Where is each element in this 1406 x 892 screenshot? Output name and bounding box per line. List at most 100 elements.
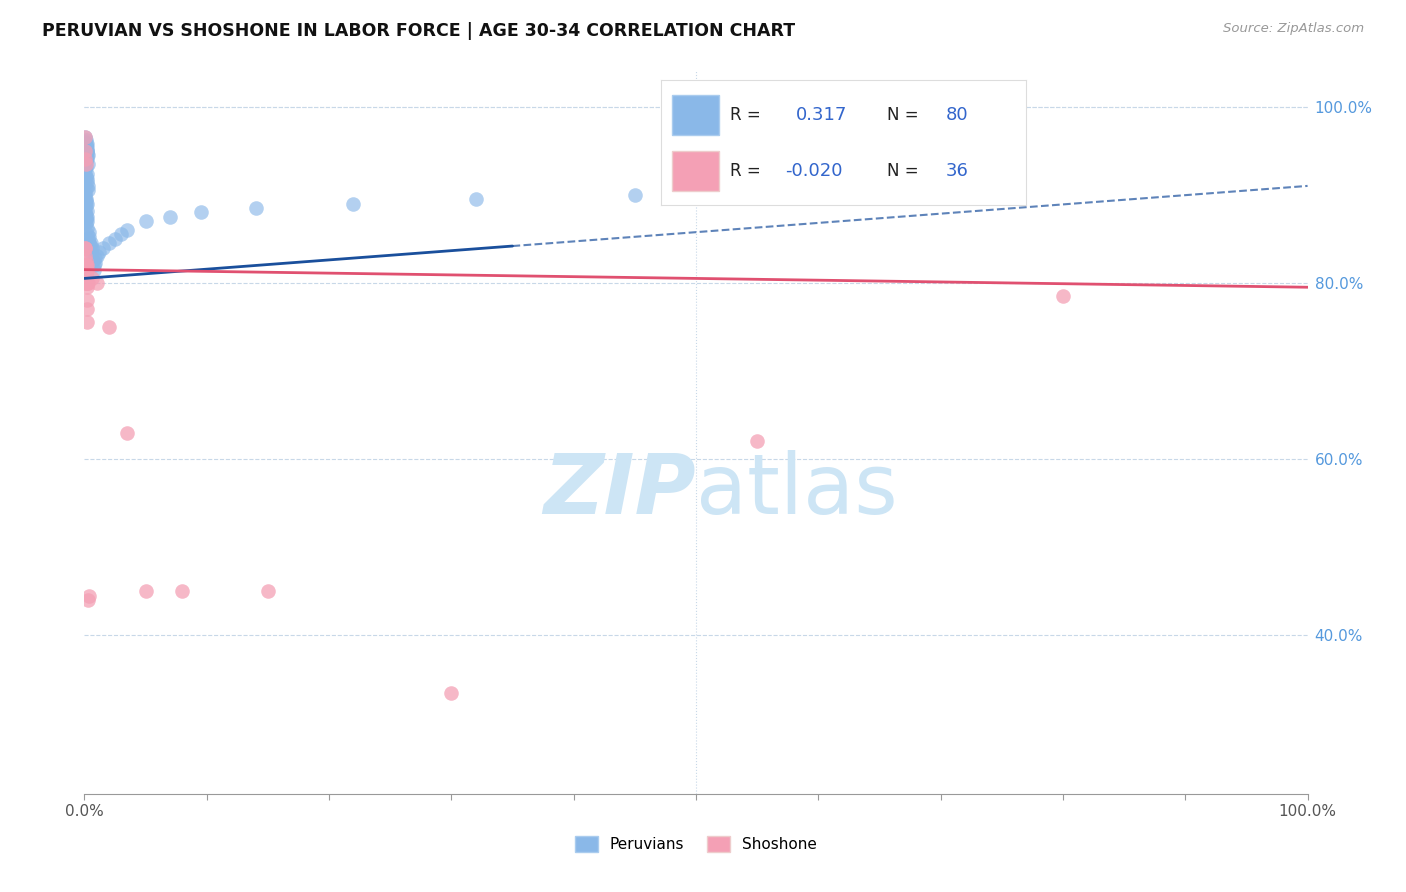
Point xyxy=(115,223,138,237)
Point xyxy=(75,249,97,263)
Point xyxy=(75,211,97,226)
Point xyxy=(76,276,98,290)
Legend: Peruvians, Shoshone: Peruvians, Shoshone xyxy=(568,830,824,858)
Point xyxy=(76,316,98,330)
Point xyxy=(75,135,97,149)
Point xyxy=(73,130,96,145)
Point xyxy=(76,280,98,294)
Point xyxy=(76,262,98,277)
Point xyxy=(75,258,97,272)
Point xyxy=(84,251,107,265)
Point xyxy=(80,241,103,255)
Point xyxy=(75,203,97,218)
Point xyxy=(87,245,110,260)
Point xyxy=(75,142,97,156)
Text: -0.020: -0.020 xyxy=(785,162,842,180)
Point xyxy=(76,151,98,165)
Point xyxy=(76,293,98,308)
Point xyxy=(75,153,97,167)
Point xyxy=(75,154,97,169)
Point xyxy=(76,148,98,162)
Point xyxy=(76,210,98,224)
Point xyxy=(76,144,98,158)
Point xyxy=(79,225,101,239)
Point xyxy=(75,267,97,281)
Text: R =: R = xyxy=(730,106,761,124)
Point xyxy=(76,168,98,182)
Text: N =: N = xyxy=(887,162,920,180)
Text: 80: 80 xyxy=(946,106,969,124)
Point xyxy=(1052,289,1074,303)
Point xyxy=(159,210,181,224)
Point xyxy=(77,183,100,197)
Point xyxy=(245,201,267,215)
Point xyxy=(76,148,98,162)
Point xyxy=(75,198,97,212)
Point xyxy=(97,236,120,251)
Point xyxy=(76,141,98,155)
Point xyxy=(75,133,97,147)
Point xyxy=(115,425,138,440)
Point xyxy=(110,227,132,242)
Point xyxy=(75,136,97,151)
Point xyxy=(75,192,97,206)
Point xyxy=(76,196,98,211)
Point xyxy=(91,241,114,255)
Point xyxy=(83,256,105,270)
Y-axis label: In Labor Force | Age 30-34: In Labor Force | Age 30-34 xyxy=(0,331,8,534)
Point xyxy=(747,434,769,449)
Point xyxy=(76,262,98,277)
Point xyxy=(75,180,97,194)
Point xyxy=(76,157,98,171)
Point xyxy=(76,172,98,186)
Point xyxy=(75,258,97,272)
Point xyxy=(73,130,96,145)
Point xyxy=(79,243,101,257)
Text: atlas: atlas xyxy=(696,450,897,531)
Point xyxy=(75,144,97,158)
Text: Source: ZipAtlas.com: Source: ZipAtlas.com xyxy=(1223,22,1364,36)
Point xyxy=(82,253,104,268)
Point xyxy=(135,584,157,599)
Point xyxy=(75,139,97,153)
Point xyxy=(440,685,463,699)
Point xyxy=(75,276,97,290)
Point xyxy=(77,232,100,246)
Point xyxy=(97,319,120,334)
Point xyxy=(75,216,97,230)
Point xyxy=(75,192,97,206)
Point xyxy=(342,196,364,211)
Point xyxy=(190,205,212,219)
Point xyxy=(75,198,97,212)
Point xyxy=(991,178,1014,193)
Point xyxy=(80,271,103,285)
Point xyxy=(75,157,97,171)
Text: N =: N = xyxy=(887,106,920,124)
Point xyxy=(75,150,97,164)
Text: ZIP: ZIP xyxy=(543,450,696,531)
Text: R =: R = xyxy=(730,162,761,180)
Point xyxy=(86,249,108,263)
Point xyxy=(76,144,98,158)
Point xyxy=(73,241,96,255)
Text: 0.317: 0.317 xyxy=(796,106,848,124)
Point xyxy=(75,145,97,160)
Point xyxy=(75,267,97,281)
Point xyxy=(76,214,98,228)
Point xyxy=(73,205,96,219)
Point xyxy=(83,258,105,272)
Point xyxy=(76,145,98,160)
Point xyxy=(73,144,96,158)
Point xyxy=(77,593,100,607)
Point xyxy=(75,161,97,176)
Point xyxy=(83,262,105,277)
Point xyxy=(75,166,97,180)
Point xyxy=(75,154,97,169)
Point xyxy=(464,192,486,206)
Text: PERUVIAN VS SHOSHONE IN LABOR FORCE | AGE 30-34 CORRELATION CHART: PERUVIAN VS SHOSHONE IN LABOR FORCE | AG… xyxy=(42,22,796,40)
FancyBboxPatch shape xyxy=(672,95,720,136)
Point xyxy=(77,276,100,290)
Point xyxy=(75,160,97,174)
Point xyxy=(75,170,97,185)
Point xyxy=(75,194,97,208)
